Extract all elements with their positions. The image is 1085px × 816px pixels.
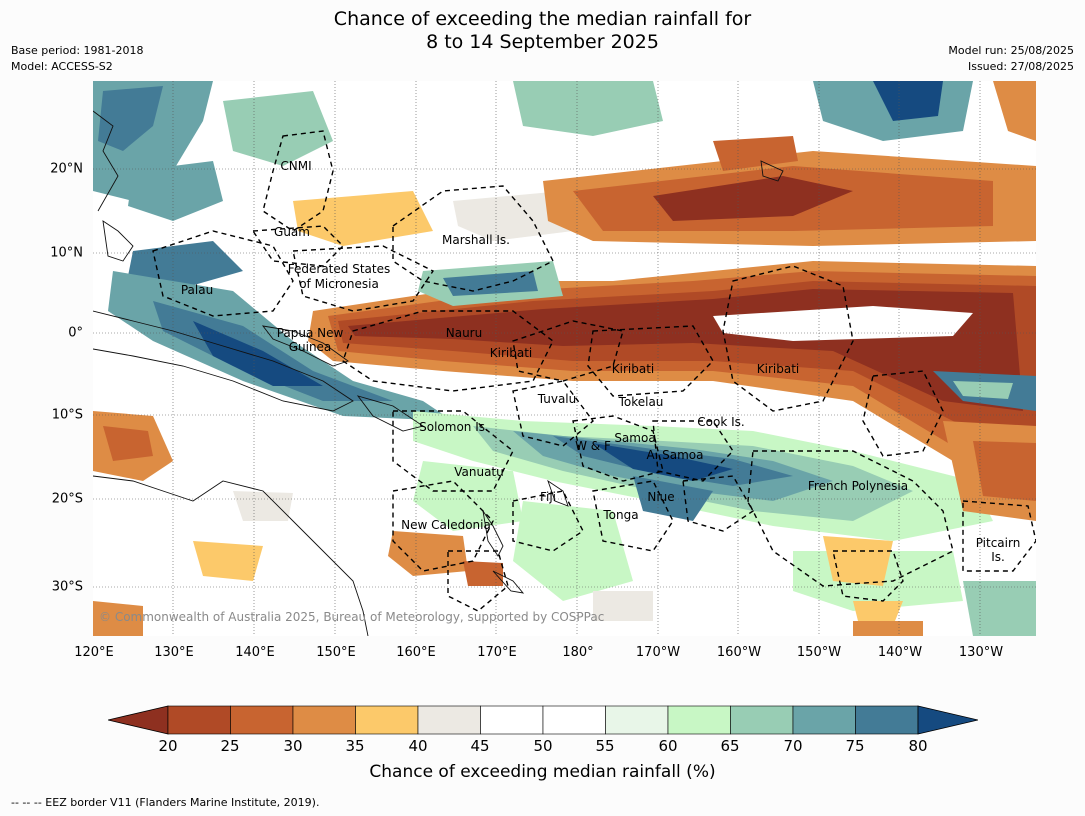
label-cook: Cook Is.	[697, 415, 744, 429]
probability-shading-north	[93, 81, 1036, 246]
colorbar-bin-50-55	[542, 705, 606, 735]
lat-label-30s: 30°S	[51, 579, 83, 595]
colorbar-tick-40: 40	[408, 737, 428, 755]
label-png-2: Guinea	[289, 340, 332, 354]
lat-label-10s: 10°S	[51, 407, 83, 423]
label-vanuatu: Vanuatu	[454, 465, 504, 479]
lon-label-130w: 130°W	[958, 645, 1004, 660]
label-cnmi: CNMI	[280, 159, 311, 173]
colorbar-over-arrow	[917, 705, 978, 735]
colorbar-tick-70: 70	[783, 737, 803, 755]
probability-shading-equatorial	[308, 261, 1036, 471]
eez-footnote: -- -- -- EEZ border V11 (Flanders Marine…	[11, 796, 320, 809]
copyright-text: © Commonwealth of Australia 2025, Bureau…	[99, 610, 604, 624]
colorbar-bin-35-40	[355, 705, 419, 735]
lon-label-180: 180°	[562, 645, 594, 660]
colorbar-tick-60: 60	[658, 737, 678, 755]
model-text: Model: ACCESS-S2	[11, 60, 113, 73]
base-period-text: Base period: 1981-2018	[11, 44, 144, 57]
label-niue: Niue	[647, 490, 674, 504]
colorbar-tick-30: 30	[283, 737, 303, 755]
map-gridlines	[93, 81, 1036, 636]
colorbar-bin-20-25	[167, 705, 231, 735]
colorbar-tick-20: 20	[158, 737, 178, 755]
colorbar-bin-60-65	[667, 705, 731, 735]
lon-label-170w: 170°W	[635, 645, 681, 660]
lat-label-20n: 20°N	[50, 161, 83, 177]
label-pitcairn-2: Is.	[991, 550, 1005, 564]
probability-shading-south	[93, 411, 1036, 636]
colorbar-tick-50: 50	[533, 737, 553, 755]
colorbar-bin-40-45	[417, 705, 481, 735]
colorbar-tick-65: 65	[720, 737, 740, 755]
issued-text: Issued: 27/08/2025	[967, 60, 1074, 73]
label-nauru: Nauru	[446, 326, 482, 340]
label-kiribati-east: Kiribati	[757, 362, 799, 376]
lon-label-170e: 170°E	[477, 645, 517, 660]
lat-label-10n: 10°N	[50, 245, 83, 261]
chart-title: Chance of exceeding the median rainfall …	[0, 8, 1085, 54]
colorbar-tick-75: 75	[845, 737, 865, 755]
label-fsm-2: of Micronesia	[299, 277, 379, 291]
label-tonga: Tonga	[602, 508, 638, 522]
colorbar	[108, 705, 978, 735]
lon-label-140e: 140°E	[235, 645, 275, 660]
label-pitcairn-1: Pitcairn	[976, 536, 1021, 550]
colorbar-tick-80: 80	[908, 737, 928, 755]
label-solomon: Solomon Is.	[419, 420, 489, 434]
label-new-caledonia: New Caledonia	[401, 518, 491, 532]
label-guam: Guam	[274, 225, 310, 239]
eez-borders	[152, 130, 1036, 612]
meta-right: Model run: 25/08/2025 Issued: 27/08/2025	[948, 43, 1074, 75]
colorbar-tick-55: 55	[595, 737, 615, 755]
label-kiribati-west: Kiribati	[490, 346, 532, 360]
map-svg: CNMI Guam Marshall Is. Federated States …	[93, 81, 1036, 636]
probability-shading-spcz	[413, 411, 1036, 636]
lon-label-140w: 140°W	[877, 645, 923, 660]
colorbar-title: Chance of exceeding median rainfall (%)	[369, 762, 716, 782]
label-tuvalu: Tuvalu	[537, 392, 577, 406]
colorbar-tick-25: 25	[220, 737, 240, 755]
label-fsm-1: Federated States	[288, 262, 390, 276]
label-french-polynesia: French Polynesia	[808, 479, 908, 493]
label-samoa: Samoa	[614, 431, 655, 445]
label-kiribati-central: Kiribati	[612, 362, 654, 376]
lon-label-160w: 160°W	[716, 645, 762, 660]
colorbar-bin-45-50	[480, 705, 544, 735]
colorbar-bin-75-80	[855, 705, 919, 735]
colorbar-bin-65-70	[730, 705, 794, 735]
colorbar-bins	[167, 705, 919, 735]
lon-label-130e: 130°E	[154, 645, 194, 660]
lat-label-20s: 20°S	[51, 491, 83, 507]
colorbar-bin-55-60	[605, 705, 669, 735]
label-asamoa: A. Samoa	[647, 448, 704, 462]
meta-left: Base period: 1981-2018 Model: ACCESS-S2	[11, 43, 143, 75]
colorbar-under-arrow	[108, 705, 169, 735]
colorbar-bin-25-30	[230, 705, 294, 735]
lon-label-150w: 150°W	[796, 645, 842, 660]
lon-label-160e: 160°E	[396, 645, 436, 660]
colorbar-bin-70-75	[792, 705, 856, 735]
rainfall-map: CNMI Guam Marshall Is. Federated States …	[93, 81, 1036, 636]
label-wf: W & F	[575, 439, 611, 453]
place-labels: CNMI Guam Marshall Is. Federated States …	[181, 159, 1020, 564]
lon-label-150e: 150°E	[316, 645, 356, 660]
colorbar-bin-30-35	[292, 705, 356, 735]
title-line-1: Chance of exceeding the median rainfall …	[333, 8, 752, 30]
title-line-2: 8 to 14 September 2025	[426, 31, 659, 53]
lon-label-120e: 120°E	[74, 645, 114, 660]
lat-label-0: 0°	[68, 325, 83, 341]
label-fiji: Fiji	[540, 490, 556, 504]
label-palau: Palau	[181, 283, 213, 297]
model-run-text: Model run: 25/08/2025	[948, 44, 1074, 57]
colorbar-tick-45: 45	[470, 737, 490, 755]
colorbar-tick-35: 35	[345, 737, 365, 755]
label-tokelau: Tokelau	[618, 395, 664, 409]
label-png-1: Papua New	[277, 326, 344, 340]
label-marshall: Marshall Is.	[442, 233, 510, 247]
